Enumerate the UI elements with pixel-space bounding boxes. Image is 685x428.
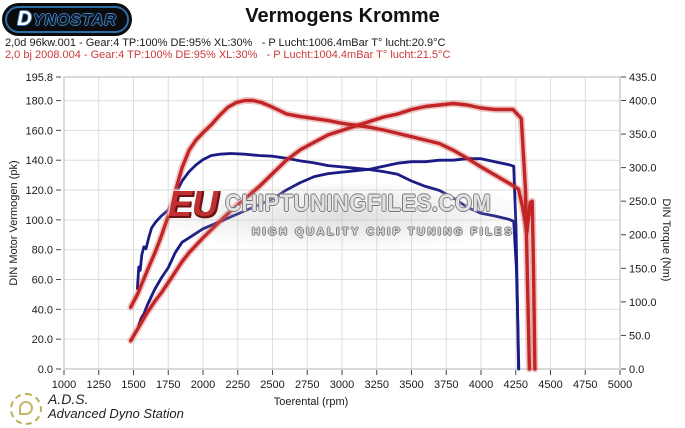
curve-power-blue xyxy=(136,157,520,371)
run-info-line-1: 2,0d 96kw.001 - Gear:4 TP:100% DE:95% XL… xyxy=(5,37,446,49)
curve-power-red xyxy=(128,101,532,371)
right-tick-label: 250.0 xyxy=(629,196,657,208)
footer-branding: A.D.S. Advanced Dyno Station xyxy=(48,392,184,421)
x-tick-label: 2250 xyxy=(226,379,250,391)
run-info-line-2: 2,0 bj 2008.004 - Gear:4 TP:100% DE:95% … xyxy=(5,49,451,61)
chart-ticks: 195.8 180.0 160.0 140.0 120.0 100.0 80.0 60.0 40… xyxy=(25,72,656,391)
x-tick-label: 3500 xyxy=(399,379,423,391)
left-tick-label: 120.0 xyxy=(25,185,53,197)
right-tick-label: 100.0 xyxy=(629,297,657,309)
x-tick-label: 2500 xyxy=(260,379,284,391)
dynostar-logo: DYNOSTAR xyxy=(2,3,132,36)
left-tick-label: 20.0 xyxy=(32,334,53,346)
right-tick-label: 0.0 xyxy=(629,364,644,376)
right-tick-label: 200.0 xyxy=(629,230,657,242)
right-tick-label: 400.0 xyxy=(629,95,657,107)
x-tick-label: 4250 xyxy=(504,379,528,391)
right-tick-label: 50.0 xyxy=(629,330,650,342)
left-tick-label: 40.0 xyxy=(32,304,53,316)
left-axis-title: DIN Motor Vermogen (pk) xyxy=(8,160,20,286)
left-tick-label: 140.0 xyxy=(25,155,53,167)
curve-torque-red xyxy=(128,98,537,371)
x-tick-label: 3000 xyxy=(330,379,354,391)
x-tick-label: 4500 xyxy=(538,379,562,391)
right-axis-title: DIN Torque (Nm) xyxy=(660,198,672,282)
watermark-main-text: CHIPTUNINGFILES.COM xyxy=(225,190,492,217)
x-tick-label: 4000 xyxy=(469,379,493,391)
right-tick-label: 300.0 xyxy=(629,163,657,175)
watermark-row: EU CHIPTUNINGFILES.COM xyxy=(168,186,513,222)
left-tick-label: 160.0 xyxy=(25,125,53,137)
ads-logo-icon xyxy=(10,393,42,425)
x-tick-label: 4750 xyxy=(573,379,597,391)
watermark-sub-text: HIGH QUALITY CHIP TUNING FILES xyxy=(252,226,515,238)
x-tick-label: 5000 xyxy=(608,379,632,391)
plot-border xyxy=(63,76,621,370)
right-tick-label: 435.0 xyxy=(629,72,657,84)
left-tick-label: 100.0 xyxy=(25,215,53,227)
left-tick-label: 0.0 xyxy=(38,364,53,376)
footer-name: Advanced Dyno Station xyxy=(48,406,184,421)
left-tick-label: 60.0 xyxy=(32,275,53,287)
curve-torque-blue xyxy=(135,152,521,371)
left-tick-label: 195.8 xyxy=(25,72,53,84)
right-tick-label: 150.0 xyxy=(629,263,657,275)
page-title: Vermogens Kromme xyxy=(245,5,440,27)
right-tick-label: 350.0 xyxy=(629,129,657,141)
x-tick-label: 2750 xyxy=(295,379,319,391)
x-axis-title: Toerental (rpm) xyxy=(273,396,349,408)
left-tick-label: 180.0 xyxy=(25,96,53,108)
chart-border xyxy=(63,76,621,370)
dynostar-logo-text: DYNOSTAR xyxy=(17,8,117,30)
x-tick-label: 1750 xyxy=(156,379,180,391)
x-tick-label: 2000 xyxy=(191,379,215,391)
chart-curves xyxy=(127,97,539,373)
x-tick-label: 3750 xyxy=(434,379,458,391)
left-tick-label: 80.0 xyxy=(32,245,53,257)
x-tick-label: 3250 xyxy=(365,379,389,391)
watermark-eu-logo: EU xyxy=(168,183,219,224)
x-tick-label: 1500 xyxy=(121,379,145,391)
footer-abbr: A.D.S. xyxy=(48,391,89,407)
x-tick-label: 1250 xyxy=(87,379,111,391)
watermark: EU CHIPTUNINGFILES.COM HIGH QUALITY CHIP… xyxy=(158,184,523,248)
x-tick-label: 1000 xyxy=(52,379,76,391)
